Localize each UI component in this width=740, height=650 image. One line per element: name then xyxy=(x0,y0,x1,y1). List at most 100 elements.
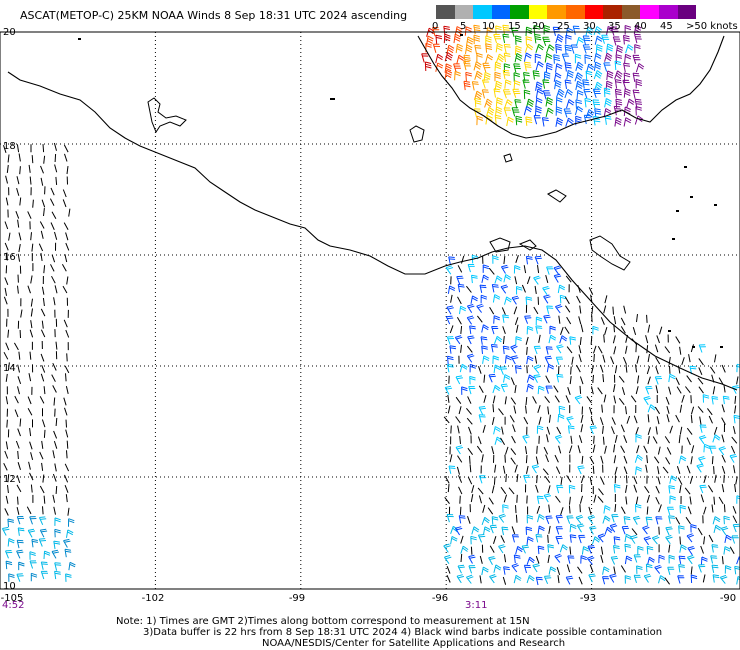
wind-barb xyxy=(479,284,487,294)
wind-barb xyxy=(526,276,531,285)
wind-barb xyxy=(654,564,662,574)
wind-barb xyxy=(584,54,591,64)
wind-barb xyxy=(546,434,549,443)
wind-barb xyxy=(510,377,515,386)
wind-barb xyxy=(646,314,648,323)
wind-barb xyxy=(553,72,562,82)
wind-barb xyxy=(593,53,602,63)
wind-barb xyxy=(721,484,725,493)
wind-barb xyxy=(712,516,721,525)
wind-barb xyxy=(583,88,591,99)
wind-barb xyxy=(555,63,563,73)
wind-barb xyxy=(535,325,543,334)
wind-barb xyxy=(615,98,623,109)
wind-barb xyxy=(511,563,519,573)
wind-barb xyxy=(723,384,726,393)
wind-barb xyxy=(15,211,20,219)
wind-barb xyxy=(699,416,702,425)
wind-barb xyxy=(635,427,639,435)
wind-barb xyxy=(510,448,517,456)
wind-barb xyxy=(593,353,595,363)
wind-barb xyxy=(568,445,573,454)
wind-barb xyxy=(460,535,464,544)
wind-barb xyxy=(595,44,603,54)
wind-barb xyxy=(15,440,20,449)
wind-barb xyxy=(466,407,472,415)
wind-barb xyxy=(482,62,491,73)
wind-barb xyxy=(564,44,572,55)
wind-barb xyxy=(515,115,523,126)
wind-barb xyxy=(576,90,584,100)
colorbar-swatch xyxy=(510,5,529,19)
wind-barb xyxy=(68,561,76,571)
wind-barb xyxy=(592,325,599,335)
wind-barb xyxy=(446,44,455,55)
wind-barb xyxy=(635,433,642,443)
wind-barb xyxy=(17,219,20,228)
wind-barb xyxy=(575,61,584,72)
wind-barb xyxy=(502,326,506,334)
wind-barb xyxy=(54,528,61,538)
wind-barb xyxy=(7,154,10,163)
wind-barb xyxy=(66,166,69,175)
wind-barb xyxy=(647,556,655,566)
wind-barb xyxy=(477,534,486,543)
wind-barb xyxy=(481,89,489,99)
wind-barb xyxy=(458,486,463,495)
wind-barb xyxy=(580,555,587,564)
wind-barb xyxy=(659,326,663,335)
wind-barb xyxy=(538,334,541,343)
wind-barb xyxy=(477,487,484,495)
wind-barb xyxy=(30,572,38,582)
wind-barb xyxy=(533,374,541,383)
wind-barb xyxy=(553,265,562,275)
wind-barb xyxy=(623,435,628,443)
wind-barb xyxy=(553,54,561,64)
wind-barb xyxy=(468,554,476,564)
wind-barb xyxy=(655,485,660,494)
lat-label: 12 xyxy=(3,474,16,485)
wind-barb xyxy=(514,385,517,394)
wind-barb xyxy=(5,175,8,184)
wind-barb xyxy=(495,106,503,116)
wind-barb xyxy=(675,414,680,423)
wind-barb xyxy=(479,575,482,584)
wind-barb xyxy=(622,79,630,90)
wind-barb xyxy=(580,414,584,423)
wind-barb xyxy=(548,504,551,513)
wind-barb xyxy=(471,485,475,494)
wind-barb xyxy=(499,366,508,375)
wind-barb xyxy=(588,573,596,583)
wind-barb xyxy=(54,231,58,240)
wind-barb xyxy=(482,424,486,433)
wind-barb xyxy=(635,386,639,395)
wind-barb xyxy=(469,455,471,464)
wind-barb xyxy=(689,475,693,484)
wind-barb xyxy=(532,396,537,404)
wind-barb xyxy=(514,276,518,285)
wind-barb xyxy=(614,70,623,80)
wind-barb xyxy=(597,533,606,543)
wind-barb xyxy=(718,496,724,505)
wind-barb xyxy=(522,434,530,444)
wind-barb xyxy=(515,324,519,333)
wind-barb xyxy=(16,484,22,493)
wind-barb xyxy=(40,230,44,239)
wind-barb xyxy=(614,504,617,513)
wind-barb xyxy=(668,373,676,383)
wind-barb xyxy=(690,415,693,424)
wind-barb xyxy=(679,404,683,413)
wind-barb xyxy=(647,414,650,423)
lat-label: 10 xyxy=(3,581,16,592)
wind-barb xyxy=(689,496,692,505)
wind-barb xyxy=(698,367,703,375)
wind-barb xyxy=(690,566,693,575)
wind-barb xyxy=(5,396,9,405)
wind-barb xyxy=(18,351,21,360)
wind-barb xyxy=(699,484,707,494)
wind-barb xyxy=(665,526,673,536)
wind-barb xyxy=(713,524,722,534)
wind-barb xyxy=(14,409,19,418)
wind-barb xyxy=(17,253,21,262)
